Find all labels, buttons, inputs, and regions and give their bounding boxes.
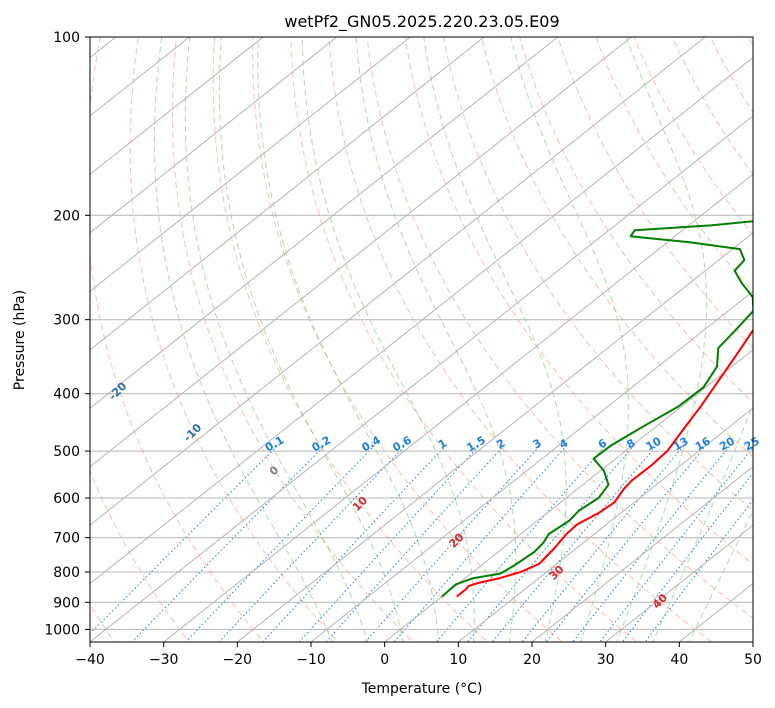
dry-adiabat-line	[366, 37, 753, 619]
y-axis-label: Pressure (hPa)	[12, 290, 28, 390]
mixing-ratio-line	[90, 445, 278, 635]
x-tick-label: 40	[670, 652, 688, 668]
moist-adiabat-line	[257, 37, 440, 642]
y-tick-label: 900	[53, 595, 80, 611]
y-tick-label: 500	[53, 444, 80, 460]
moist-adiabat-line	[652, 402, 753, 642]
dry-adiabat-line	[90, 603, 115, 642]
x-tick-label: 0	[380, 652, 389, 668]
x-tick-label: −20	[223, 652, 253, 668]
moist-adiabat-line	[355, 37, 517, 642]
skewed-isotherm-line	[90, 37, 485, 351]
moist-adiabat-line	[301, 37, 475, 642]
mixing-ratio-line	[298, 445, 480, 642]
y-tick-label: 700	[53, 531, 80, 547]
dry-adiabat-line	[519, 37, 753, 404]
y-tick-label: 100	[53, 30, 80, 46]
skewed-isotherm-line	[90, 115, 753, 642]
dry-adiabat-line	[557, 37, 753, 349]
x-tick-label: −10	[296, 652, 326, 668]
skewed-isotherm-line	[384, 349, 753, 642]
dry-adiabat-line	[252, 37, 564, 642]
skewed-isotherm-line	[163, 173, 753, 642]
dry-adiabat-line	[328, 37, 713, 642]
mixing-ratio-line	[644, 499, 753, 642]
mixing-ratio-line	[185, 445, 375, 642]
y-axis: 1000 900 800 700 600 500 400 300 200 100	[44, 30, 90, 638]
dry-adiabat-line	[290, 37, 638, 642]
dry-adiabat-line	[442, 37, 753, 512]
mixing-ratio-line	[131, 445, 325, 642]
skewed-isotherm-line	[90, 56, 753, 585]
skewed-isotherm-line	[605, 524, 753, 642]
dewpoint-profile-line	[441, 220, 753, 598]
mixing-ratio-line	[325, 445, 505, 642]
x-tick-label: −40	[75, 652, 105, 668]
skewed-isotherm-line	[531, 465, 753, 642]
skewed-isotherm-line	[310, 290, 753, 642]
chart-title: wetPf2_GN05.2025.220.23.05.E09	[284, 12, 559, 32]
y-tick-label: 1000	[44, 622, 80, 638]
y-tick-label: 200	[53, 208, 80, 224]
x-tick-label: 30	[597, 652, 615, 668]
dry-adiabat-line	[172, 37, 414, 642]
skewed-isotherm-line	[457, 407, 753, 642]
y-tick-label: 600	[53, 491, 80, 507]
skewed-isotherm-line	[236, 232, 753, 642]
temperature-profile-line	[456, 328, 753, 598]
x-axis: −40 −30 −20 −10 0 10 20 30 40 50	[75, 642, 762, 668]
skewed-isotherm-line	[90, 37, 632, 468]
grid-layer	[90, 37, 753, 642]
y-tick-label: 800	[53, 565, 80, 581]
mixing-ratio-line	[545, 445, 706, 642]
dry-adiabat-line	[480, 37, 753, 458]
x-tick-label: 20	[523, 652, 541, 668]
x-tick-label: 10	[449, 652, 467, 668]
x-tick-label: 50	[744, 652, 762, 668]
moist-adiabat-line	[423, 37, 567, 642]
skewed-isotherm-line	[90, 37, 559, 409]
y-tick-label: 400	[53, 387, 80, 403]
dry-adiabat-line	[595, 37, 753, 293]
x-tick-label: −30	[149, 652, 179, 668]
skewed-isotherm-line	[90, 37, 338, 234]
mixing-ratio-line	[621, 472, 753, 642]
moist-adiabat-line	[616, 37, 708, 642]
dry-adiabat-line	[90, 37, 265, 642]
skewed-isotherm-line	[90, 37, 411, 292]
dry-adiabat-line	[90, 469, 190, 642]
y-tick-label: 300	[53, 313, 80, 329]
x-axis-label: Temperature (°C)	[361, 681, 483, 697]
series-layer	[441, 220, 753, 598]
plot-frame	[89, 36, 754, 643]
moist-adiabat-line	[184, 37, 369, 642]
skewed-isotherm-line	[90, 37, 706, 526]
skewed-isotherm-line	[90, 37, 264, 176]
moist-adiabat-line	[218, 37, 404, 642]
